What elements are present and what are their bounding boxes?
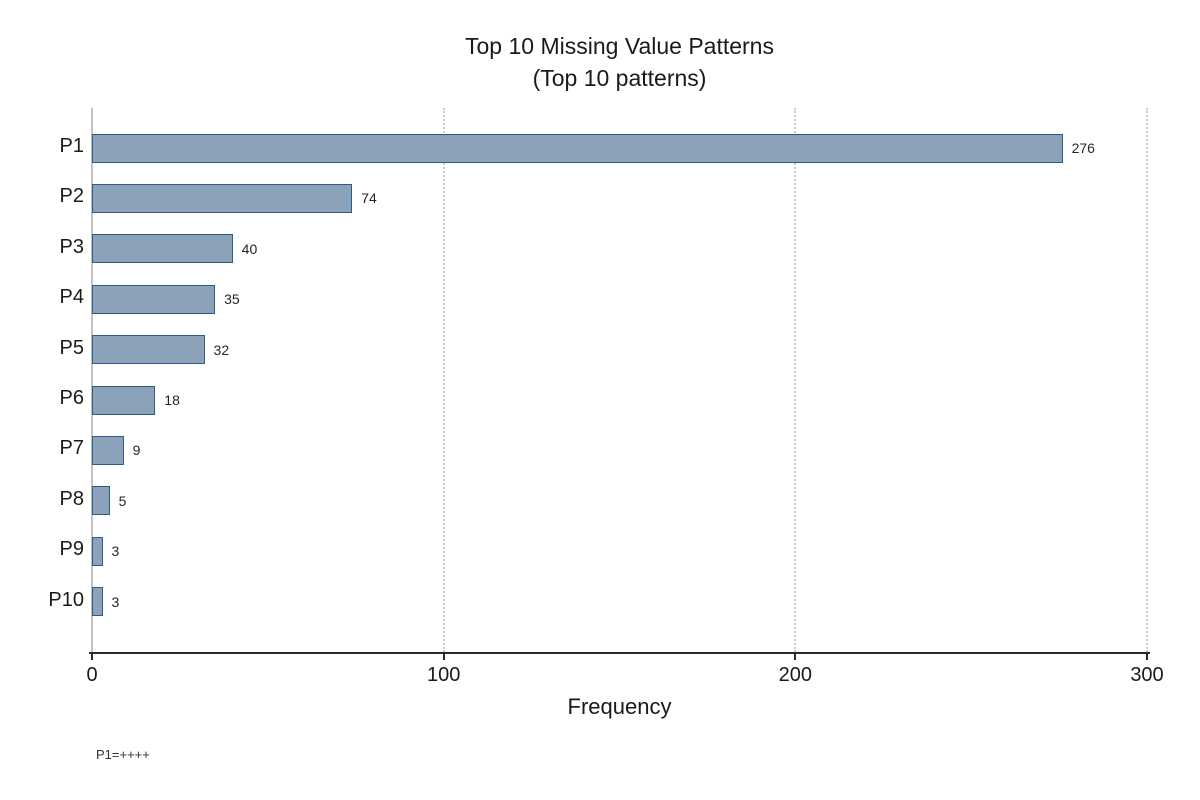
plot-area: 0 100 200 300 276 74 40 35 32 18 9 5 3 3: [86, 108, 1164, 686]
y-axis-spine: [91, 108, 93, 652]
grid-line: [794, 108, 797, 652]
bar-p1: [92, 133, 1063, 163]
bar-p10: [92, 587, 103, 617]
x-tick-mark: [91, 654, 93, 660]
x-tick-label: 300: [1130, 664, 1164, 686]
value-label-p7: 9: [132, 442, 141, 459]
chart-title: Top 10 Missing Value Patterns: [465, 33, 774, 59]
value-label-p2: 74: [361, 190, 377, 207]
value-label-p4: 35: [224, 291, 240, 308]
value-label-p6: 18: [164, 392, 180, 408]
category-label-p8: P8: [59, 487, 84, 510]
category-label-p7: P7: [59, 437, 84, 460]
category-label-p3: P3: [59, 235, 84, 258]
x-tick-mark: [442, 654, 445, 660]
category-label-p6: P6: [59, 387, 84, 409]
x-tick-mark: [794, 654, 797, 660]
value-label-p8: 5: [118, 492, 127, 509]
category-label-p10: P10: [48, 588, 84, 611]
chart-subtitle: (Top 10 patterns): [532, 65, 707, 91]
pattern-legend-footnote: P1=++++: [96, 747, 150, 762]
category-label-p5: P5: [59, 336, 84, 359]
bar-p8: [92, 486, 110, 516]
x-tick-label: 100: [426, 664, 461, 686]
chart-title-block: Top 10 Missing Value Patterns (Top 10 pa…: [92, 30, 1147, 94]
bar-p9: [92, 536, 103, 566]
value-label-p9: 3: [111, 543, 120, 560]
x-axis-line: [89, 652, 1150, 654]
value-label-p5: 32: [213, 341, 230, 358]
y-axis-labels: P1 P2 P3 P4 P5 P6 P7 P8 P9 P10: [0, 108, 84, 652]
bar-p4: [92, 284, 216, 314]
category-label-p1: P1: [59, 135, 84, 157]
x-tick-label: 200: [778, 664, 813, 686]
value-label-p10: 3: [111, 593, 120, 610]
category-label-p2: P2: [59, 185, 84, 208]
value-label-p3: 40: [241, 240, 258, 257]
value-label-p1: 276: [1071, 140, 1095, 156]
bar-p2: [92, 183, 353, 213]
bar-p7: [92, 435, 124, 465]
bar-p5: [92, 335, 205, 365]
bar-p3: [92, 234, 233, 264]
grid-line: [1146, 108, 1148, 652]
category-label-p9: P9: [59, 538, 84, 561]
category-label-p4: P4: [59, 286, 84, 309]
x-axis-title: Frequency: [567, 694, 672, 719]
bar-p6: [92, 385, 156, 415]
x-tick-mark: [1146, 654, 1148, 660]
x-tick-label: 0: [86, 664, 98, 686]
grid-line: [442, 108, 445, 652]
